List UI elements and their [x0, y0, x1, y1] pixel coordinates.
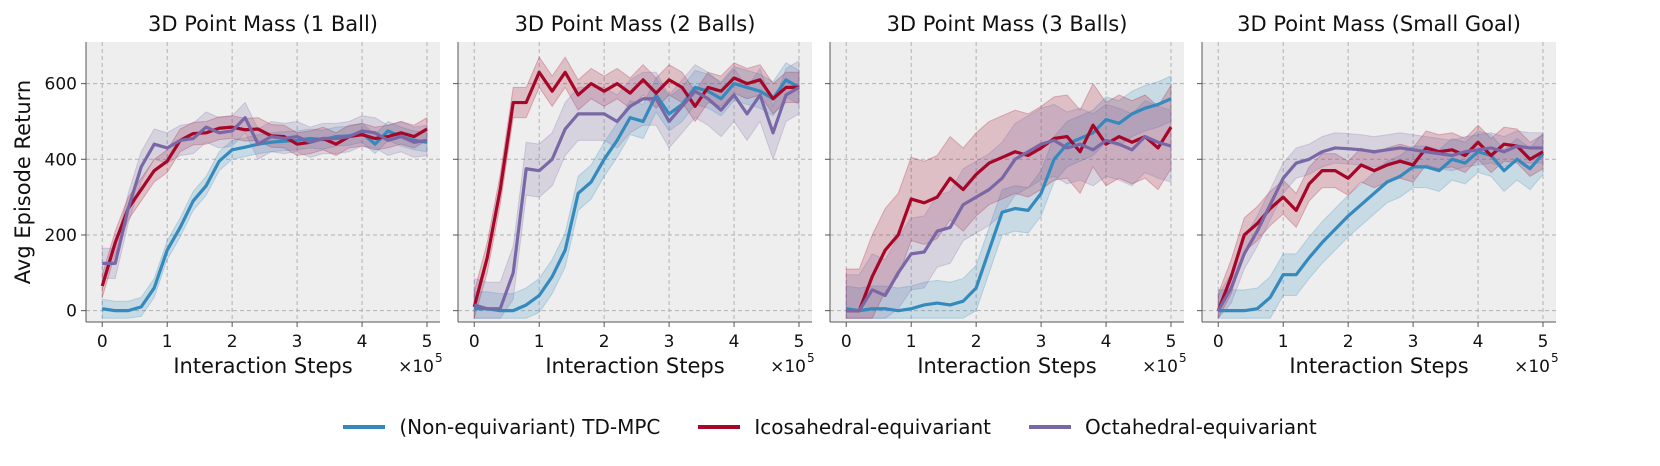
legend-item-tdmpc: (Non-equivariant) TD-MPC	[343, 415, 660, 439]
y-tick-label: 600	[45, 75, 77, 95]
series-line-octahedral	[473, 86, 800, 311]
panel-title: 3D Point Mass (1 Ball)	[148, 12, 378, 36]
confidence-band-tdmpc	[101, 120, 428, 319]
confidence-band-tdmpc	[845, 75, 1172, 319]
plot-area	[830, 42, 1184, 322]
x-tick-label: 0	[97, 332, 108, 352]
legend-item-octahedral: Octahedral-equivariant	[1029, 415, 1317, 439]
x-tick-label: 0	[469, 332, 480, 352]
x-tick-label: 5	[794, 332, 805, 352]
series-line-icosahedral	[1216, 140, 1544, 312]
x-tick-label: 3	[1036, 332, 1047, 352]
x-axis-label: Interaction Steps	[1289, 354, 1468, 378]
confidence-band-icosahedral	[473, 56, 800, 319]
plot-area	[1202, 42, 1556, 322]
x-axis-label: Interaction Steps	[917, 354, 1096, 378]
x-tick-label: 3	[1408, 332, 1419, 352]
confidence-band-icosahedral	[845, 82, 1172, 319]
x-axis-multiplier: ×10	[398, 357, 434, 377]
x-axis-multiplier: ×10	[770, 357, 806, 377]
x-tick-label: 3	[664, 332, 675, 352]
x-axis-exponent: 5	[1179, 351, 1187, 365]
y-tick-label: 400	[45, 150, 77, 170]
confidence-band-octahedral	[845, 100, 1172, 319]
x-tick-label: 4	[729, 332, 740, 352]
x-tick-label: 4	[1473, 332, 1484, 352]
panel-1: 0 1 2 3 4 5 0 200 400 600 3D Point Mass (1 Ball) In…	[11, 12, 443, 378]
x-tick-label: 5	[422, 332, 433, 352]
legend-swatch-icosahedral	[698, 425, 741, 429]
series-line-octahedral	[102, 116, 428, 265]
legend-item-icosahedral: Icosahedral-equivariant	[698, 415, 991, 439]
x-tick-label: 5	[1166, 332, 1177, 352]
series-line-tdmpc	[102, 129, 428, 313]
confidence-band-tdmpc	[473, 62, 800, 319]
legend-label-octahedral: Octahedral-equivariant	[1085, 415, 1317, 439]
x-tick-label: 4	[1101, 332, 1112, 352]
x-axis-multiplier: ×10	[1142, 357, 1178, 377]
x-axis-multiplier: ×10	[1514, 357, 1550, 377]
x-axis-exponent: 5	[807, 351, 815, 365]
x-axis-exponent: 5	[435, 351, 443, 365]
legend-swatch-octahedral	[1029, 425, 1072, 429]
panel-4: 0 1 2 3 4 5 3D Point Mass (Small Goal) Interact…	[1197, 12, 1559, 378]
series-line-icosahedral	[472, 70, 800, 308]
x-tick-label: 5	[1538, 332, 1549, 352]
y-tick-label: 0	[66, 302, 77, 322]
x-axis-label: Interaction Steps	[545, 354, 724, 378]
x-tick-label: 1	[906, 332, 917, 352]
panel-title: 3D Point Mass (2 Balls)	[515, 12, 756, 36]
series-line-octahedral	[1216, 144, 1544, 312]
x-tick-label: 3	[292, 332, 303, 352]
x-axis-exponent: 5	[1551, 351, 1559, 365]
x-tick-label: 2	[227, 332, 238, 352]
legend-label-tdmpc: (Non-equivariant) TD-MPC	[399, 415, 661, 439]
x-tick-label: 4	[357, 332, 368, 352]
x-tick-label: 1	[162, 332, 173, 352]
series-line-octahedral	[846, 134, 1172, 313]
x-tick-label: 0	[841, 332, 852, 352]
panel-3: 0 1 2 3 4 5 3D Point Mass (3 Balls) Interaction…	[825, 12, 1187, 378]
series-line-icosahedral	[100, 125, 428, 287]
confidence-band-octahedral	[101, 101, 428, 279]
y-tick-label: 200	[45, 226, 77, 246]
legend-swatch-tdmpc	[343, 425, 386, 429]
x-tick-label: 1	[534, 332, 545, 352]
x-tick-label: 2	[1343, 332, 1354, 352]
panel-2: 0 1 2 3 4 5 3D Point Mass (2 Balls) Interaction…	[453, 12, 815, 378]
y-axis-label: Avg Episode Return	[11, 80, 35, 284]
series-line-tdmpc	[474, 78, 800, 313]
x-tick-label: 2	[971, 332, 982, 352]
legend-label-icosahedral: Icosahedral-equivariant	[754, 415, 992, 439]
series-line-tdmpc	[846, 97, 1172, 313]
x-tick-label: 1	[1278, 332, 1289, 352]
panel-title: 3D Point Mass (3 Balls)	[887, 12, 1128, 36]
x-axis-label: Interaction Steps	[173, 354, 352, 378]
series-line-icosahedral	[846, 123, 1173, 313]
x-tick-label: 2	[599, 332, 610, 352]
legend: (Non-equivariant) TD-MPC Icosahedral-equ…	[0, 415, 1660, 439]
x-tick-label: 0	[1213, 332, 1224, 352]
panel-title: 3D Point Mass (Small Goal)	[1237, 12, 1521, 36]
